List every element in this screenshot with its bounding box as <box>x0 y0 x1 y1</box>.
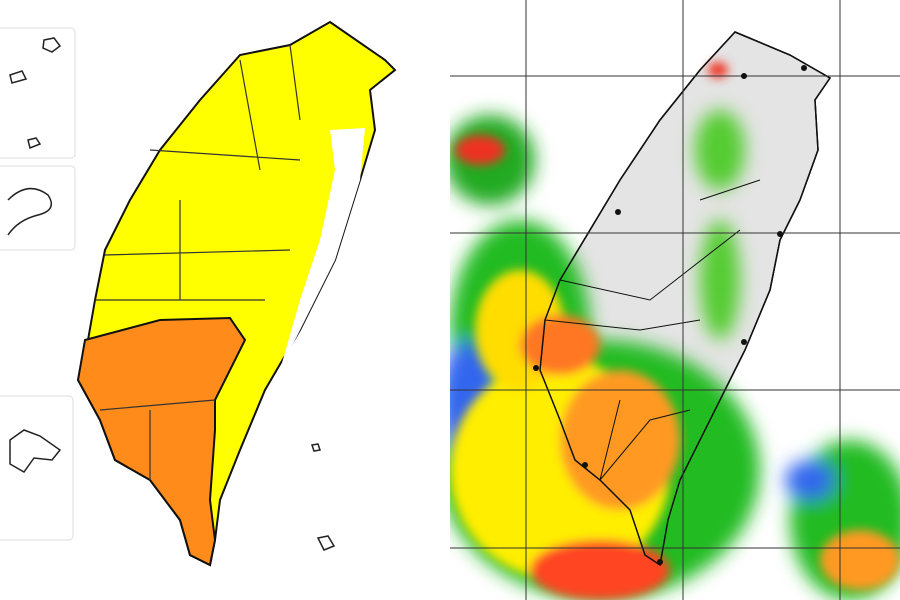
island-outline <box>9 429 62 473</box>
island-outline <box>7 37 62 236</box>
east-coast-clear <box>280 128 365 370</box>
lat-lon-grid <box>450 0 900 600</box>
inset-box <box>0 165 76 251</box>
radar-echo-strong <box>450 62 900 600</box>
island-outline <box>311 443 336 551</box>
warning-map <box>0 0 445 600</box>
station-dots <box>533 65 807 565</box>
inset-box <box>0 395 74 541</box>
county-border <box>544 179 761 481</box>
divider <box>445 0 450 600</box>
inset-box <box>0 27 76 159</box>
county-border <box>95 44 301 480</box>
radar-map <box>450 0 900 600</box>
orange-region <box>76 316 247 567</box>
